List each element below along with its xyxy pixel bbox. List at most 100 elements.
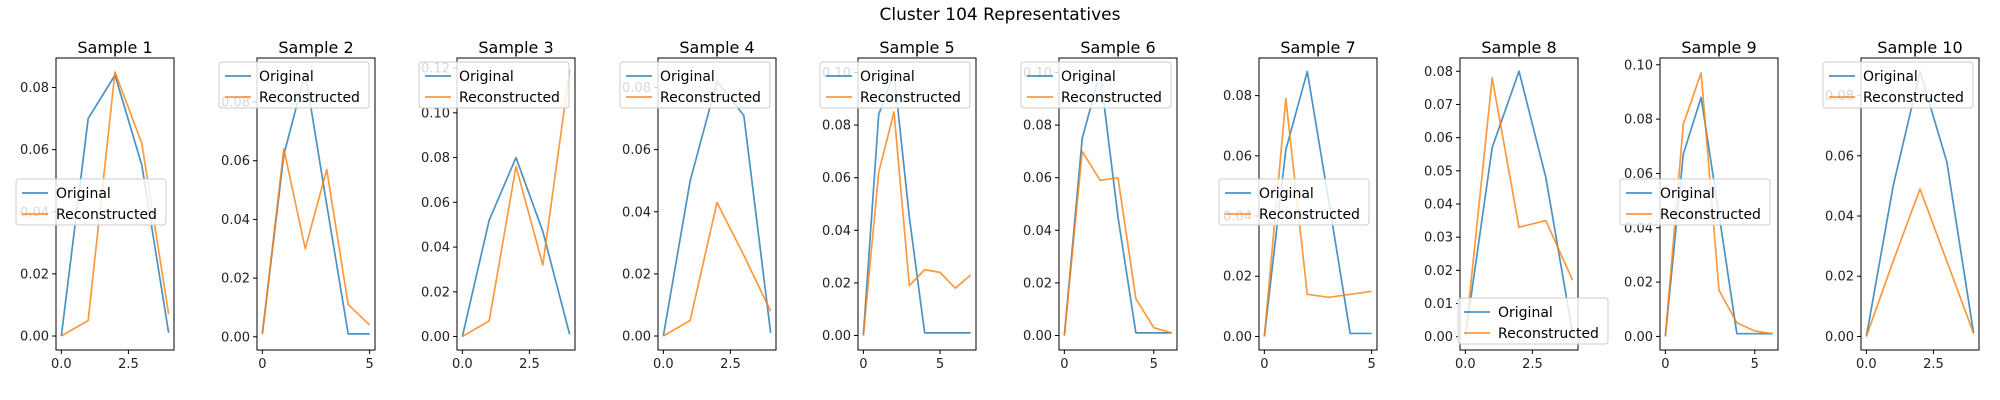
data-point-reconstructed: [1864, 334, 1868, 338]
axes-frame: [857, 57, 977, 351]
y-tick-label: 0.04: [1825, 210, 1854, 225]
data-point-reconstructed: [514, 165, 518, 169]
x-tick-label: 5: [1751, 357, 1759, 372]
y-tick-label: 0.02: [1825, 270, 1854, 285]
legend: Original Reconstructed: [619, 61, 771, 109]
legend-label-original: Original: [459, 69, 514, 85]
data-point-reconstructed: [715, 200, 719, 204]
data-point-reconstructed: [1134, 297, 1138, 301]
x-tick-label: 0: [859, 357, 867, 372]
data-point-original: [1305, 70, 1309, 74]
data-point-reconstructed: [938, 270, 942, 274]
subplot-3: Sample 30.000.020.040.060.080.100.120.02…: [418, 38, 576, 372]
y-tick-label: 0.04: [622, 205, 651, 220]
data-point-original: [1116, 215, 1120, 219]
data-point-reconstructed: [1327, 295, 1331, 299]
legend-box: [1218, 178, 1370, 226]
data-point-original: [487, 218, 491, 222]
y-tick-label: 0.10: [421, 106, 450, 121]
subplot-title: Sample 4: [679, 38, 754, 57]
legend-box: [15, 178, 167, 226]
data-point-reconstructed: [953, 286, 957, 290]
axes-frame: [1860, 57, 1980, 351]
legend-label-original: Original: [860, 69, 915, 85]
y-tick-label: 0.04: [1424, 198, 1453, 213]
y-tick-label: 0.00: [822, 329, 851, 344]
data-point-original: [1517, 69, 1521, 73]
y-tick-label: 0.02: [622, 267, 651, 282]
data-point-reconstructed: [969, 273, 973, 277]
data-point-reconstructed: [86, 318, 90, 322]
series-line-reconstructed: [862, 111, 972, 336]
data-point-original: [346, 332, 350, 336]
x-tick-label: 5: [1367, 357, 1375, 372]
legend: Original Reconstructed: [218, 61, 370, 109]
y-tick-label: 0.08: [20, 81, 49, 96]
x-tick-label: 0.0: [452, 357, 473, 372]
subplot-title: Sample 1: [77, 38, 152, 57]
data-point-reconstructed: [1152, 326, 1156, 330]
x-tick-label: 0.0: [653, 357, 674, 372]
y-tick-label: 0.00: [1023, 329, 1052, 344]
y-tick-label: 0.08: [1624, 113, 1653, 128]
series-line-reconstructed: [461, 70, 571, 338]
legend: Original Reconstructed: [1218, 178, 1370, 226]
y-tick-label: 0.02: [20, 267, 49, 282]
y-tick-label: 0.06: [1624, 167, 1653, 182]
data-point-reconstructed: [907, 284, 911, 288]
subplot-grid: Sample 10.000.020.040.060.080.02.5Origin…: [15, 38, 1980, 372]
data-point-original: [1284, 148, 1288, 152]
legend-box: [619, 61, 771, 109]
x-tick-label: 5: [1150, 357, 1158, 372]
subplot-title: Sample 2: [278, 38, 353, 57]
x-tick-label: 2.5: [1923, 357, 1944, 372]
legend-label-original: Original: [660, 69, 715, 85]
legend-label-reconstructed: Reconstructed: [660, 90, 761, 106]
subplot-title: Sample 7: [1280, 38, 1355, 57]
legend-box: [418, 61, 570, 109]
legend-box: [819, 61, 971, 109]
data-point-reconstructed: [1753, 329, 1757, 333]
y-tick-label: 0.02: [421, 285, 450, 300]
data-point-original: [1735, 332, 1739, 336]
data-point-reconstructed: [661, 334, 665, 338]
data-point-original: [923, 331, 927, 335]
legend-label-reconstructed: Reconstructed: [56, 207, 157, 223]
subplot-title: Sample 9: [1681, 38, 1756, 57]
legend-label-reconstructed: Reconstructed: [1660, 207, 1761, 223]
y-tick-label: 0.04: [822, 224, 851, 239]
axes-frame: [657, 57, 777, 351]
x-tick-label: 0: [258, 357, 266, 372]
x-tick-label: 2.5: [118, 357, 139, 372]
data-point-reconstructed: [742, 253, 746, 257]
subplot-title: Sample 8: [1481, 38, 1556, 57]
figure-title: Cluster 104 Representatives: [880, 5, 1121, 25]
data-point-original: [969, 331, 973, 335]
legend: Original Reconstructed: [819, 61, 971, 109]
legend-label-original: Original: [1863, 69, 1918, 85]
y-tick-label: 0.08: [1424, 65, 1453, 80]
x-tick-label: 5: [936, 357, 944, 372]
data-point-original: [325, 203, 329, 207]
legend-label-original: Original: [259, 69, 314, 85]
data-point-reconstructed: [1735, 321, 1739, 325]
axes-frame: [456, 57, 576, 351]
x-tick-label: 0: [1661, 357, 1669, 372]
data-point-reconstructed: [1062, 334, 1066, 338]
legend-box: [218, 61, 370, 109]
subplot-8: Sample 8 0.00 0.01 0.02 0.03 0.04 0.05 0.06 0.07…: [1424, 38, 1609, 372]
y-tick-label: 0.02: [822, 276, 851, 291]
data-point-reconstructed: [1305, 292, 1309, 296]
data-point-original: [568, 332, 572, 336]
data-point-original: [953, 331, 957, 335]
data-point-reconstructed: [1717, 288, 1721, 292]
legend: Original Reconstructed: [15, 178, 167, 226]
data-point-reconstructed: [1348, 292, 1352, 296]
data-point-reconstructed: [140, 141, 144, 145]
data-point-reconstructed: [113, 70, 117, 74]
series-line-original: [1464, 70, 1574, 337]
y-tick-label: 0.05: [1424, 164, 1453, 179]
data-point-reconstructed: [167, 312, 171, 316]
data-point-reconstructed: [1544, 219, 1548, 223]
legend-label-original: Original: [56, 186, 111, 202]
